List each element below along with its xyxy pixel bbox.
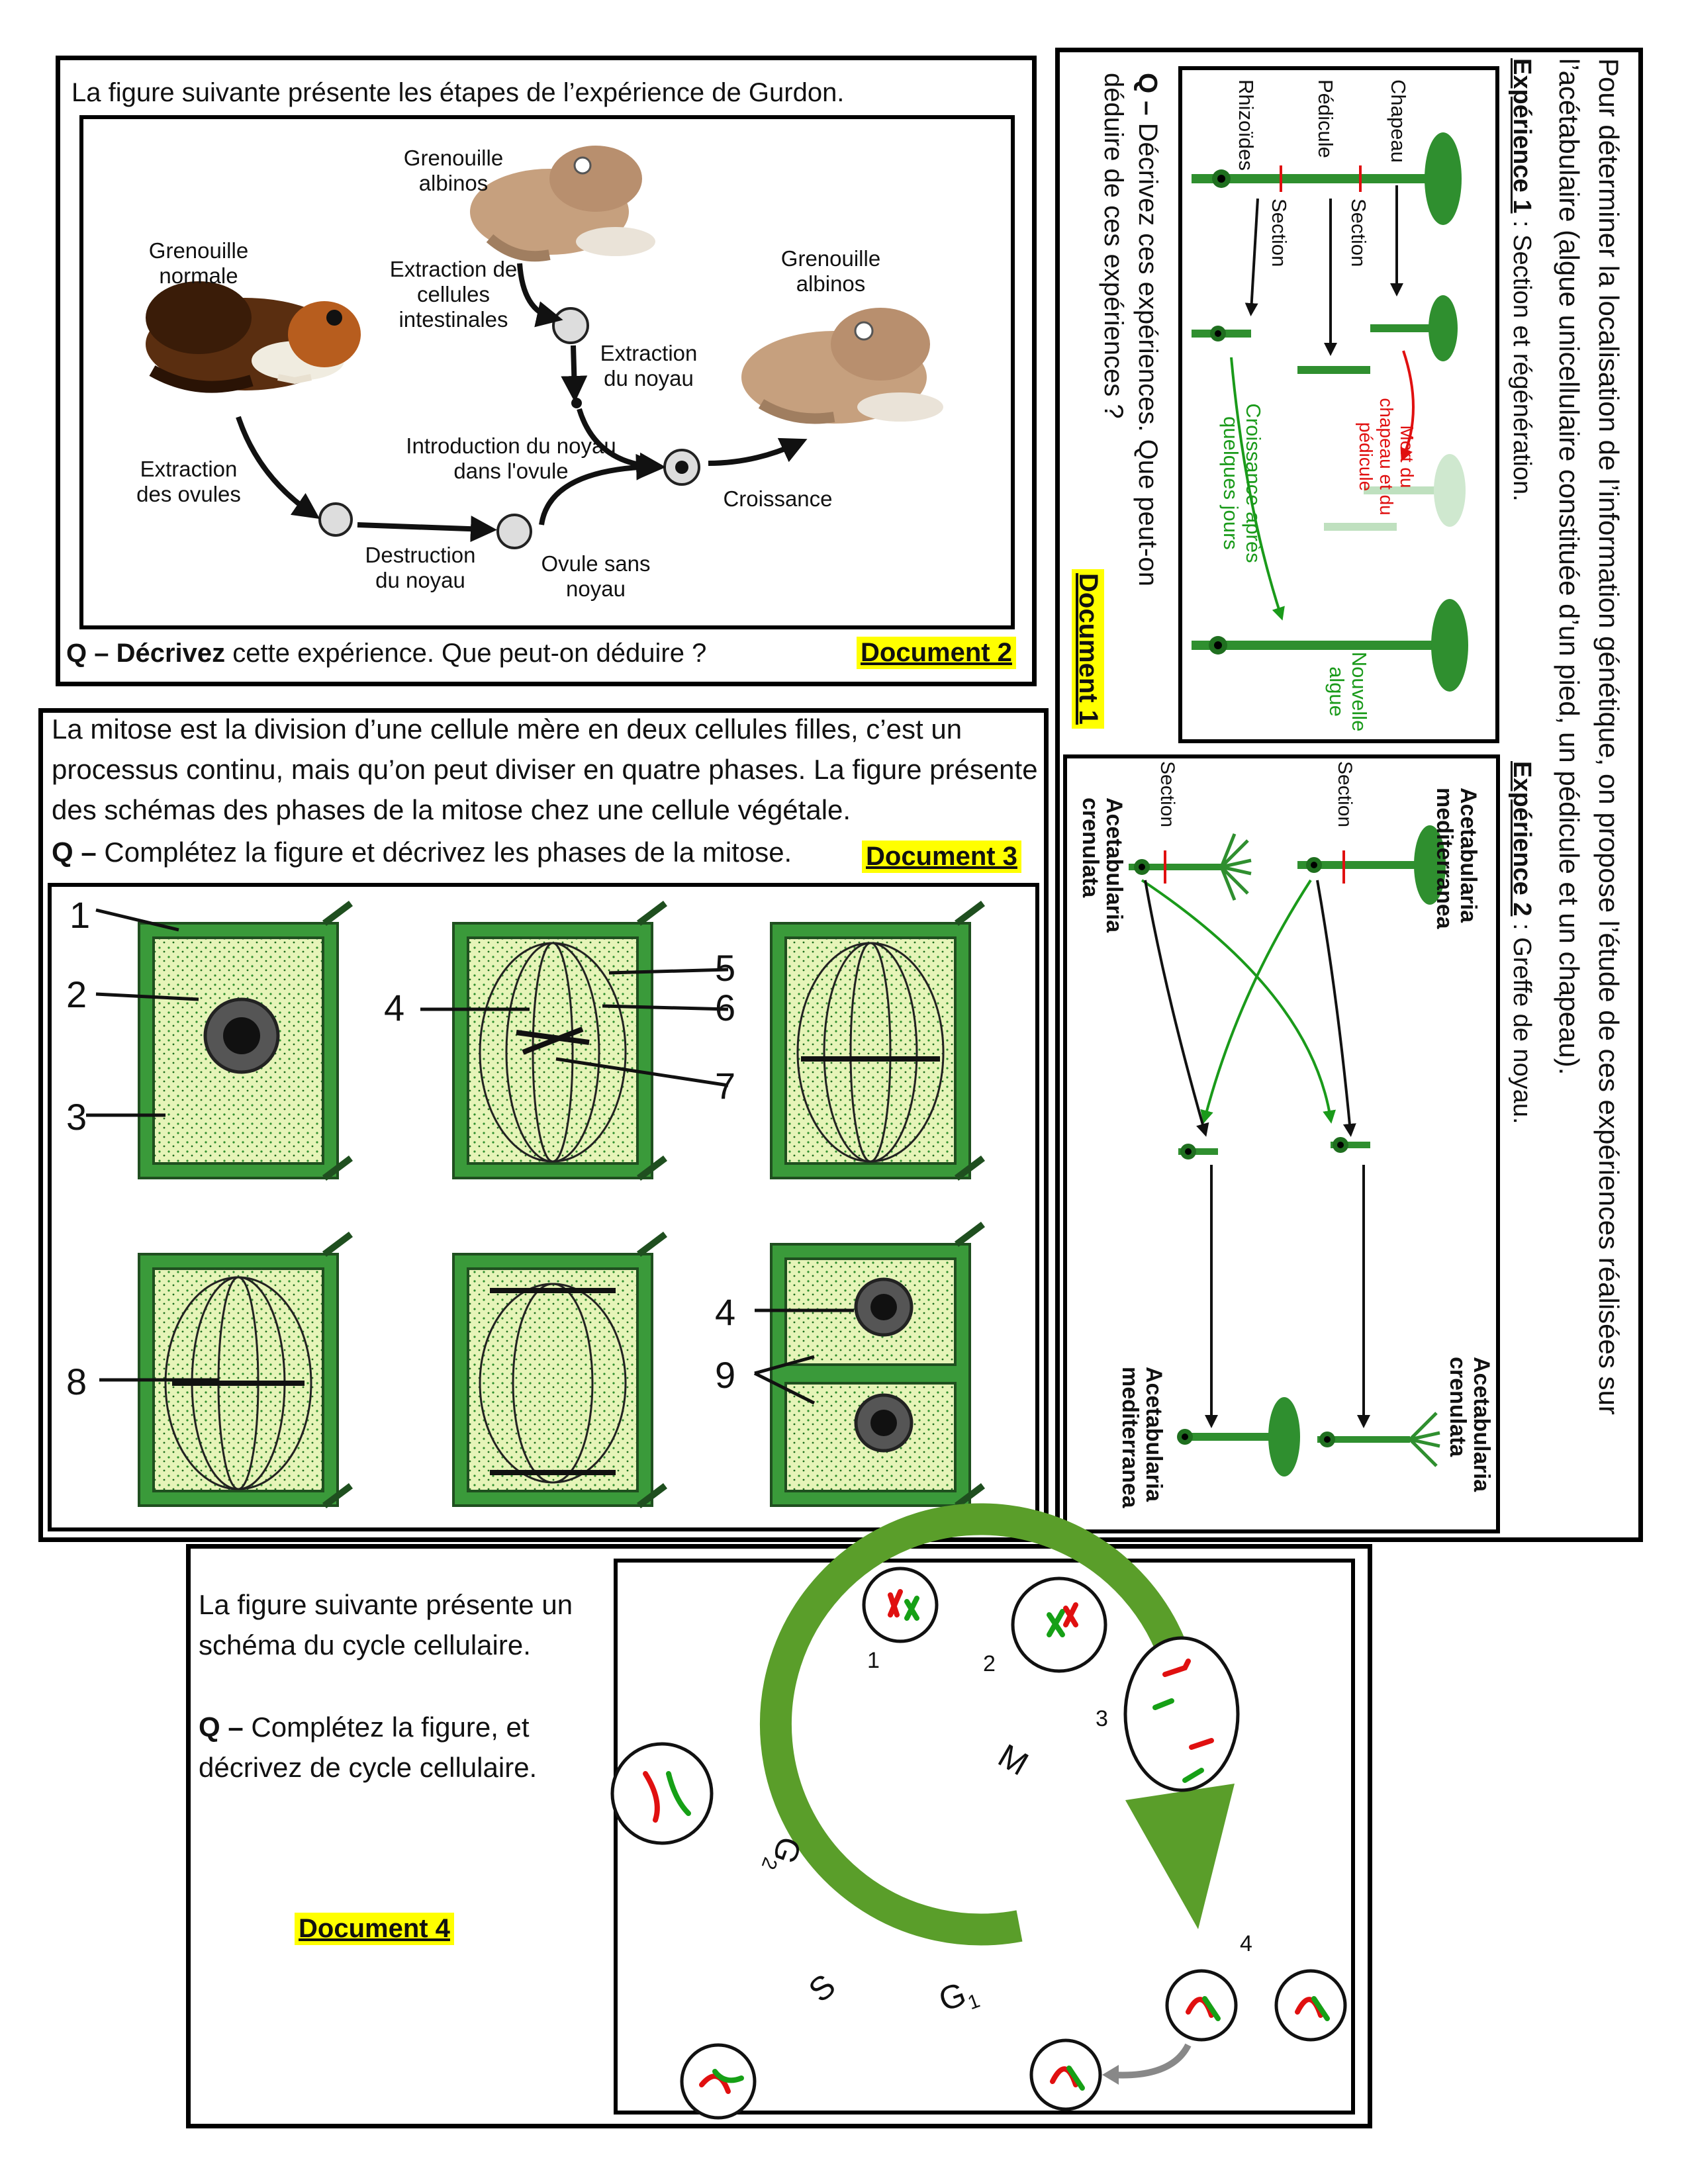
label-extraction-ovules: Extraction des ovules	[136, 457, 241, 506]
label-frog-albino-result: Grenouille albinos	[780, 246, 881, 296]
doc3-intro: La mitose est la division d’une cellule …	[52, 713, 1038, 825]
ovule-icon	[318, 502, 353, 537]
document-1-box	[1055, 48, 1643, 1542]
doc2-question: Q – Décrivez cette expérience. Que peut-…	[66, 639, 706, 668]
egg-with-nucleus-icon	[675, 461, 688, 474]
doc3-q-prefix: Q –	[52, 837, 97, 868]
doc2-intro: La figure suivante présente les étapes d…	[71, 78, 845, 107]
label-frog-albino-top: Grenouille albinos	[403, 146, 504, 195]
albino-frog-top-image	[470, 146, 655, 262]
document-4-box	[186, 1544, 1372, 2128]
document-2-tag: Document 2	[857, 637, 1016, 669]
mitosis-num-6: 6	[715, 987, 736, 1028]
cc-circle-4b	[1274, 1969, 1347, 2042]
label-destruction: Destruction du noyau	[365, 543, 476, 592]
mitosis-num-3: 3	[66, 1096, 87, 1138]
chapeau-shape	[1425, 132, 1462, 225]
cell-cycle-frame	[614, 1559, 1355, 2115]
mitosis-num-5: 5	[715, 947, 736, 989]
cc-circle-daughter	[1029, 2038, 1102, 2111]
doc2-q-prefix: Q –	[66, 639, 109, 668]
cc-circle-1	[862, 1567, 939, 1643]
doc2-figure-frame	[79, 115, 1015, 629]
label-extraction-intestinales: Extraction de cellules intestinales	[389, 257, 518, 332]
cycle-num-2: 2	[983, 1651, 996, 1676]
mitosis-num-4b: 4	[715, 1291, 736, 1333]
doc2-q-bold: Décrivez	[116, 639, 226, 668]
doc3-question: Q – Complétez la figure et décrivez les …	[52, 837, 792, 868]
label-croissance: Croissance	[723, 486, 833, 511]
cc-circle-3	[1123, 1636, 1240, 1792]
cc-circle-4a	[1165, 1969, 1238, 2042]
cc-circle-2	[1011, 1576, 1107, 1673]
label-extraction-noyau: Extraction du noyau	[600, 341, 698, 390]
mitosis-num-9: 9	[715, 1354, 736, 1396]
doc4-q-text: Complétez la figure, et décrivez de cycl…	[199, 1711, 538, 1783]
mitosis-num-7: 7	[715, 1065, 736, 1107]
cc-circle-g1-left	[680, 2043, 757, 2120]
mitosis-num-4: 4	[384, 987, 405, 1028]
mitosis-num-2: 2	[66, 974, 87, 1015]
exp1-frame	[1178, 66, 1499, 743]
doc2-q-rest: cette expérience. Que peut-on déduire ?	[232, 639, 707, 668]
cycle-num-3: 3	[1096, 1706, 1108, 1731]
label-ovule-sans-noyau: Ovule sans noyau	[541, 551, 651, 601]
document-3-box	[38, 708, 1049, 1542]
cycle-num-1: 1	[867, 1648, 880, 1673]
cc-circle-g2	[610, 1742, 714, 1845]
cycle-num-4: 4	[1240, 1931, 1252, 1956]
normal-frog-image	[146, 281, 361, 393]
mitosis-num-8: 8	[66, 1361, 87, 1402]
albino-frog-result-image	[741, 308, 943, 424]
exp2-frame	[1063, 754, 1500, 1533]
mitosis-num-1: 1	[70, 894, 91, 936]
ovule-sans-noyau-icon	[496, 514, 532, 549]
doc4-q-prefix: Q –	[199, 1711, 244, 1743]
doc4-question: Q – Complétez la figure, et décrivez de …	[199, 1707, 596, 1788]
label-frog-normal: Grenouille normale	[148, 238, 249, 288]
document-4-tag: Document 4	[295, 1913, 454, 1945]
doc4-intro: La figure suivante présente un schéma du…	[199, 1589, 573, 1661]
label-introduction: Introduction du noyau dans l'ovule	[406, 433, 616, 483]
document-2-box	[56, 56, 1037, 686]
doc3-figure-frame	[48, 883, 1039, 1531]
document-3-tag: Document 3	[862, 841, 1021, 873]
doc3-q-text: Complétez la figure et décrivez les phas…	[104, 837, 792, 868]
